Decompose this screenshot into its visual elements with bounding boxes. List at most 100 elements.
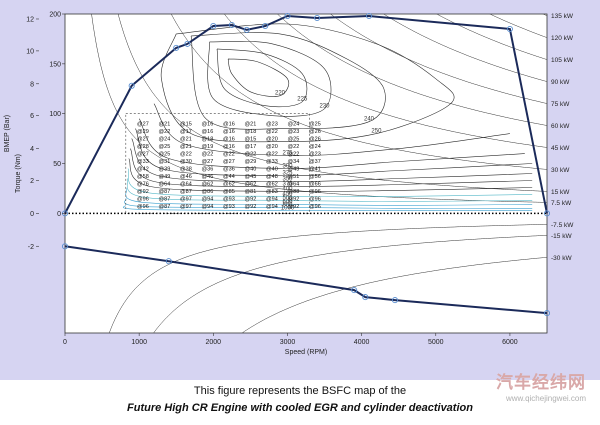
caption-line-1: This figure represents the BSFC map of t…	[193, 385, 407, 397]
grid-cell-value: @22	[180, 152, 192, 158]
grid-cell-value: @66	[309, 182, 321, 188]
grid-cell-value: @20	[266, 144, 278, 150]
grid-cell-value: @43	[288, 167, 300, 173]
x-tick-label: 3000	[280, 339, 296, 346]
bmep-tick-label: 12	[26, 17, 34, 24]
x-tick-label: 1000	[131, 339, 147, 346]
grid-cell-value: @16	[202, 122, 214, 128]
iso-power-line	[489, 14, 547, 38]
power-label: -30 kW	[551, 255, 572, 262]
curve-point-marker	[362, 294, 369, 301]
grid-cell-value: @18	[202, 137, 214, 143]
grid-cell-value: @15	[180, 122, 192, 128]
x-tick-label: 0	[63, 339, 67, 346]
bsfc-contour-label: 1000	[281, 205, 295, 211]
grid-cell-value: @58	[137, 174, 149, 180]
torque-axis-title: Torque (Nm)	[15, 154, 22, 193]
iso-power-line	[241, 257, 547, 333]
bsfc-contour	[135, 128, 533, 176]
grid-cell-value: @26	[309, 137, 321, 143]
grid-cell-value: @96	[309, 204, 321, 210]
grid-cell-value: @27	[137, 122, 149, 128]
bmep-tick-label: -2	[28, 244, 34, 251]
grid-cell-value: @24	[159, 137, 171, 143]
grid-cell-value: @87	[159, 204, 171, 210]
x-tick-label: 5000	[428, 339, 444, 346]
iso-power-line	[91, 14, 547, 203]
iso-power-line	[224, 14, 547, 148]
curve-point-marker	[314, 14, 321, 22]
curve-point-marker	[284, 12, 291, 20]
bsfc-contour-label: 375	[282, 182, 293, 188]
grid-cell-value: @39	[159, 167, 171, 173]
grid-cell-value: @36	[223, 167, 235, 173]
bsfc-contour	[153, 103, 510, 156]
iso-power-line	[330, 14, 547, 104]
bsfc-contour-label: 225	[297, 97, 308, 103]
iso-power-line	[117, 14, 547, 192]
bsfc-contour-label: 250	[371, 129, 382, 135]
grid-cell-value: @64	[159, 182, 171, 188]
bsfc-contour	[130, 148, 533, 187]
curve-point-marker	[165, 258, 172, 265]
grid-cell-value: @94	[202, 196, 214, 202]
bsfc-contour-label: 240	[364, 117, 375, 123]
grid-cell-value: @48	[266, 174, 278, 180]
bsfc-contour-label: 325	[282, 171, 293, 177]
grid-cell-value: @25	[309, 122, 321, 128]
power-label: 75 kW	[551, 101, 570, 108]
bsfc-contour-label: 220	[275, 91, 286, 97]
grid-cell-value: @51	[288, 174, 300, 180]
curve-point-marker	[262, 22, 269, 30]
grid-cell-value: @96	[309, 196, 321, 202]
grid-cell-value: @36	[202, 167, 214, 173]
torque-tick-label: 0	[57, 211, 61, 218]
bmep-tick-label: 2	[30, 178, 34, 185]
curve-point-marker	[184, 40, 191, 47]
grid-cell-value: @22	[266, 152, 278, 158]
bmep-tick-label: 10	[26, 48, 34, 55]
bmep-tick-label: 8	[30, 81, 34, 88]
watermark: 汽车经纬网 www.qichejingwei.com	[496, 368, 586, 403]
figure-caption: This figure represents the BSFC map of t…	[0, 383, 600, 417]
full-load-curve	[64, 14, 548, 214]
x-axis-title: Speed (RPM)	[285, 349, 327, 356]
bmep-tick-label: 6	[30, 113, 34, 120]
grid-cell-value: @46	[202, 174, 214, 180]
grid-cell-value: @25	[288, 137, 300, 143]
power-label: 15 kW	[551, 189, 570, 196]
deactivation-region	[125, 113, 310, 214]
grid-cell-value: @45	[245, 174, 257, 180]
grid-cell-value: @62	[266, 182, 278, 188]
grid-cell-value: @16	[223, 129, 235, 135]
grid-cell-value: @92	[288, 196, 300, 202]
grid-cell-value: @62	[202, 182, 214, 188]
grid-cell-value: @27	[137, 152, 149, 158]
grid-cell-value: @96	[137, 204, 149, 210]
power-label: 7.5 kW	[551, 200, 572, 207]
watermark-url: www.qichejingwei.com	[505, 394, 586, 403]
torque-tick-label: 50	[53, 161, 61, 168]
bsfc-contour	[227, 58, 290, 97]
iso-power-line	[383, 14, 547, 82]
grid-cell-value: @81	[245, 189, 257, 195]
x-tick-label: 2000	[206, 339, 222, 346]
grid-cell-value: @21	[180, 137, 192, 143]
power-label: 30 kW	[551, 167, 570, 174]
grid-cell-value: @22	[288, 144, 300, 150]
grid-cell-value: @94	[266, 196, 278, 202]
grid-cell-value: @86	[202, 189, 214, 195]
grid-cell-value: @19	[202, 144, 214, 150]
bsfc-contour	[127, 168, 533, 198]
grid-cell-value: @34	[288, 159, 300, 165]
grid-cell-value: @23	[309, 152, 321, 158]
grid-cell-value: @42	[137, 167, 149, 173]
bsfc-contour-label: 500	[282, 195, 293, 201]
bsfc-contour	[128, 158, 533, 192]
torque-tick-label: 100	[49, 111, 61, 118]
grid-cell-value: @56	[309, 174, 321, 180]
grid-cell-value: @28	[137, 144, 149, 150]
grid-cell-value: @93	[223, 204, 235, 210]
grid-cell-value: @17	[245, 144, 257, 150]
bsfc-contour-label: 450	[282, 191, 293, 197]
